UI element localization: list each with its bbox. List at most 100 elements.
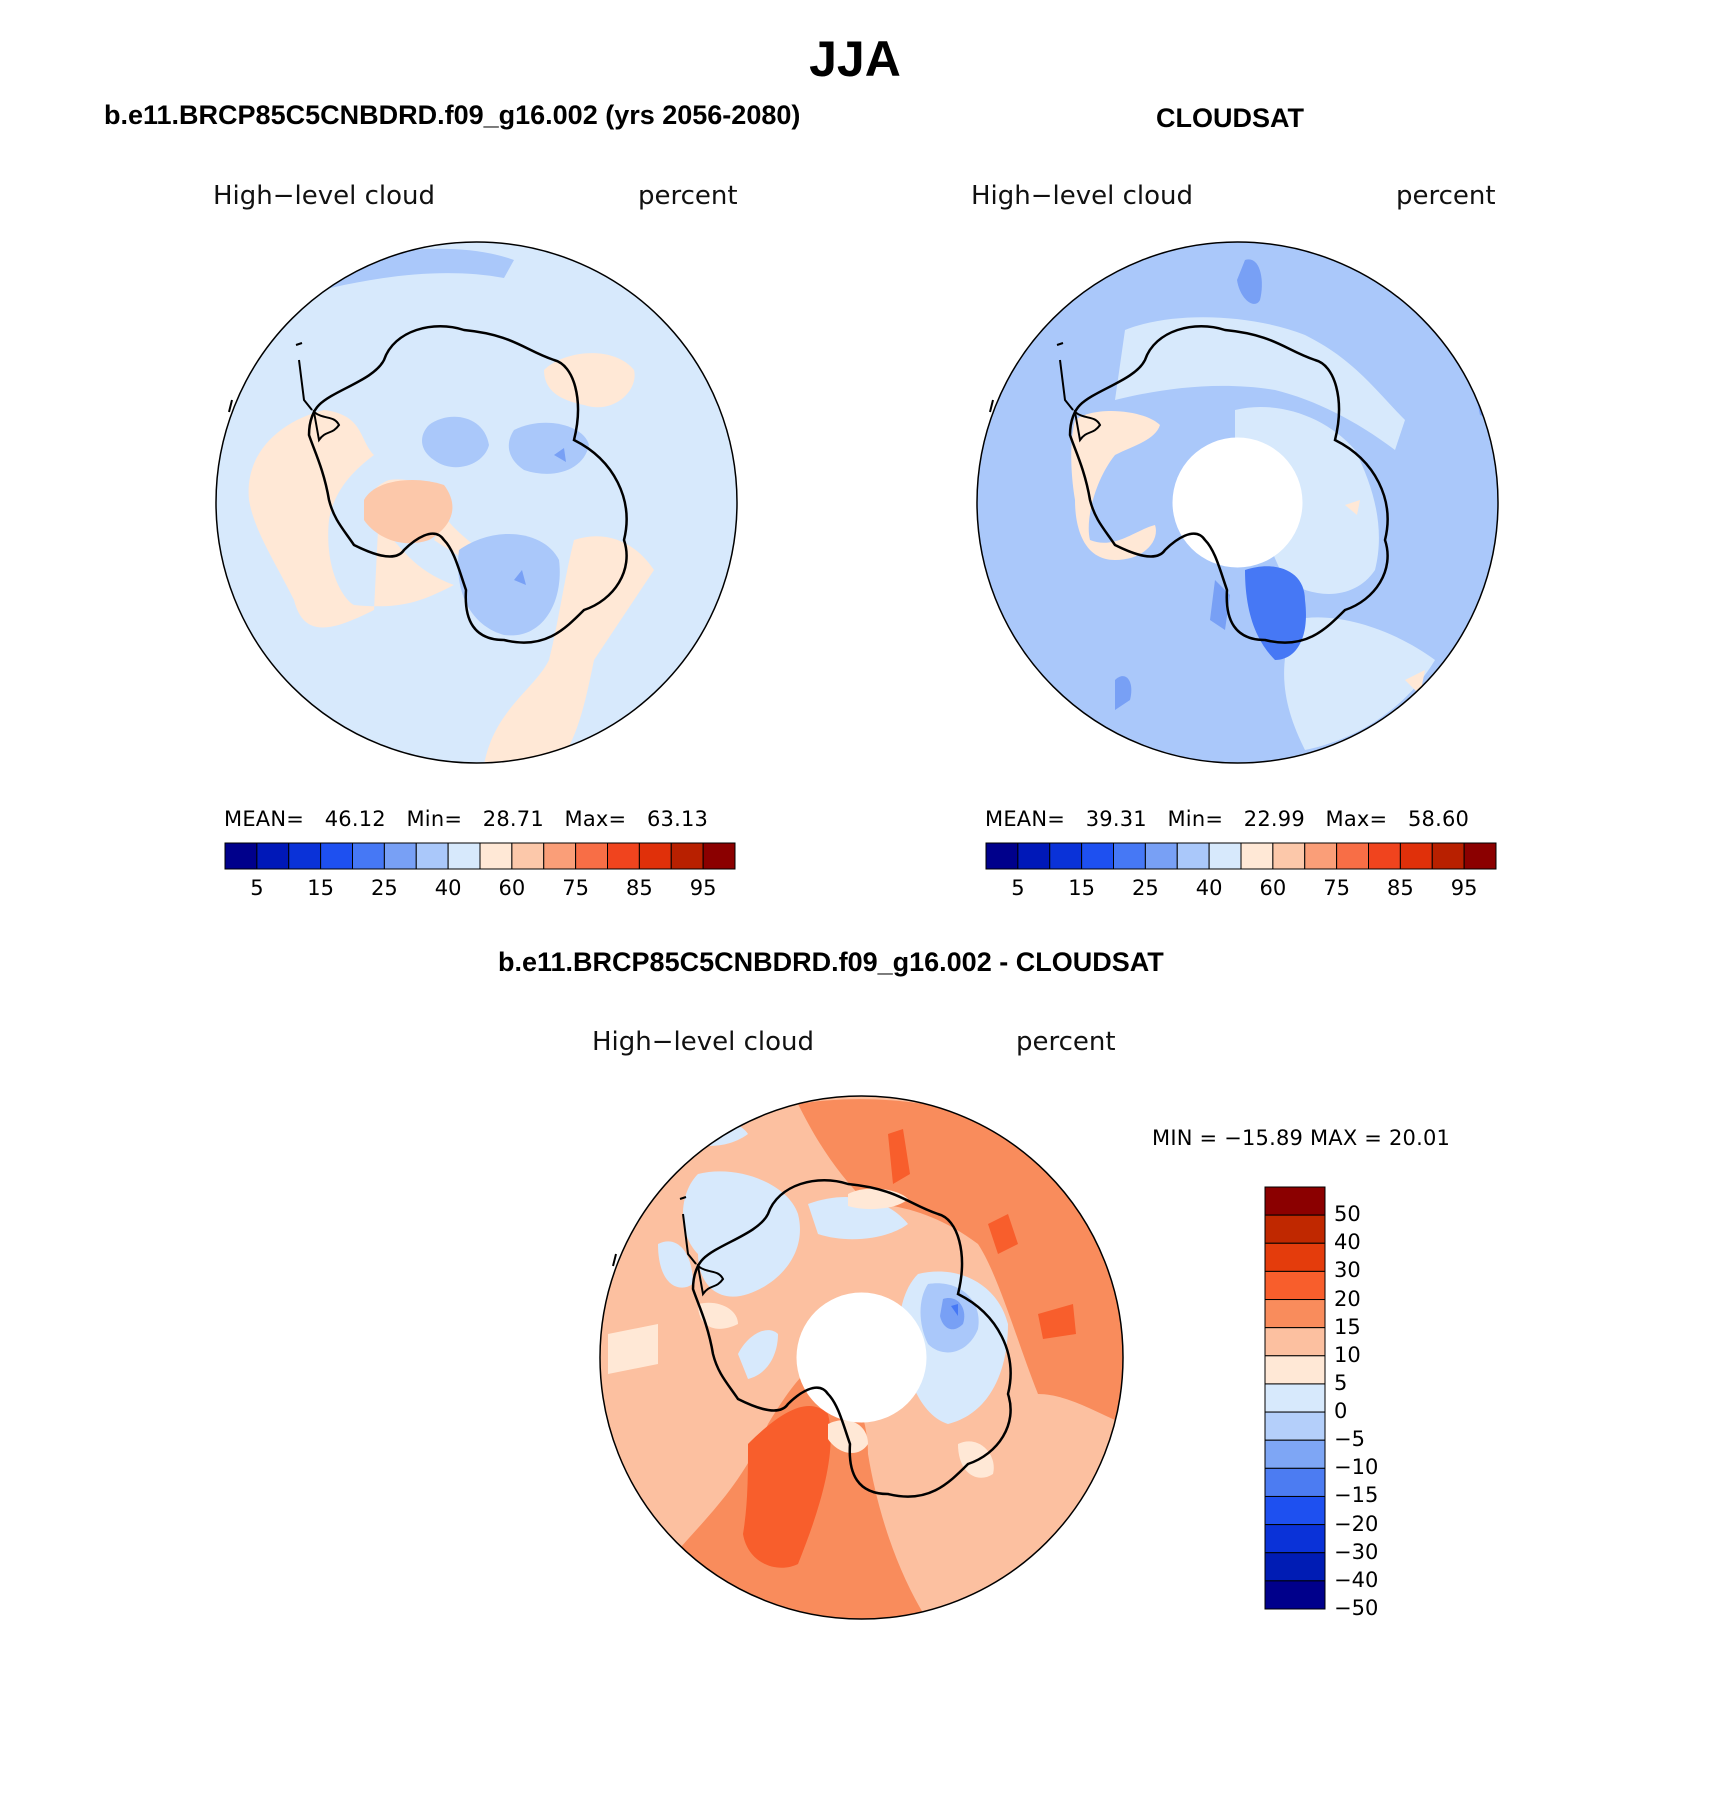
- obs-colorbar-tick-label: 85: [1387, 876, 1414, 900]
- obs-colorbar-swatch: [1336, 842, 1369, 870]
- obs-colorbar-swatch: [1081, 842, 1114, 870]
- obs-colorbar-swatch: [1463, 842, 1497, 870]
- model-mean-value: 46.12: [324, 807, 386, 831]
- obs-colorbar-tick-label: 15: [1068, 876, 1095, 900]
- model-colorbar-swatch: [638, 842, 672, 870]
- diff-colorbar-swatch: [1264, 1214, 1326, 1244]
- diff-colorbar-swatch: [1264, 1524, 1326, 1554]
- diff-colorbar-tick-label: 15: [1334, 1314, 1361, 1339]
- model-colorbar-swatch: [670, 842, 704, 870]
- obs-colorbar-swatch: [1176, 842, 1210, 870]
- model-colorbar-swatch: [543, 842, 577, 870]
- model-colorbar-swatch: [479, 842, 513, 870]
- model-colorbar-swatch: [288, 842, 322, 870]
- obs-colorbar-swatch: [1272, 842, 1306, 870]
- diff-colorbar-swatch: [1264, 1186, 1326, 1216]
- obs-units-label: percent: [1396, 181, 1496, 211]
- diff-colorbar-swatch: [1264, 1439, 1326, 1469]
- obs-colorbar-swatch: [985, 842, 1019, 870]
- diff-colorbar-swatch: [1264, 1411, 1326, 1441]
- model-colorbar-tick-label: 40: [434, 876, 462, 900]
- model-colorbar-swatch: [224, 842, 258, 870]
- model-colorbar-swatch: [702, 842, 736, 870]
- model-colorbar-swatch: [575, 842, 608, 870]
- obs-colorbar-swatch: [1144, 842, 1178, 870]
- obs-mean-label: MEAN=: [985, 807, 1066, 831]
- diff-colorbar-tick-label: −40: [1334, 1567, 1379, 1592]
- model-units-label: percent: [638, 181, 738, 211]
- obs-colorbar-swatch: [1240, 842, 1274, 870]
- obs-colorbar-swatch: [1399, 842, 1433, 870]
- obs-colorbar-swatch: [1208, 842, 1242, 870]
- model-colorbar-swatch: [320, 842, 353, 870]
- model-stats: MEAN= 46.12 Min= 28.71 Max= 63.13: [224, 807, 708, 831]
- diff-colorbar-tick-label: 30: [1334, 1258, 1361, 1283]
- obs-colorbar: [985, 842, 1497, 870]
- model-polar-map: [215, 241, 738, 764]
- obs-field-label: High−level cloud: [971, 181, 1194, 211]
- model-colorbar-swatch: [256, 842, 290, 870]
- model-colorbar-tick-label: 15: [307, 876, 334, 900]
- model-colorbar-tick-label: 95: [689, 876, 717, 900]
- obs-colorbar-tick-label: 75: [1323, 876, 1350, 900]
- diff-colorbar-tick-label: 5: [1334, 1370, 1348, 1395]
- diff-colorbar-tick-label: −30: [1334, 1539, 1379, 1564]
- model-colorbar: [224, 842, 736, 870]
- diff-colorbar-swatch: [1264, 1242, 1326, 1272]
- model-min-label: Min=: [406, 807, 463, 831]
- model-max-label: Max=: [564, 807, 627, 831]
- obs-stats: MEAN= 39.31 Min= 22.99 Max= 58.60: [985, 807, 1469, 831]
- obs-colorbar-swatch: [1368, 842, 1401, 870]
- diff-minmax: MIN = −15.89 MAX = 20.01: [1152, 1126, 1451, 1150]
- model-colorbar-swatch: [352, 842, 385, 870]
- obs-colorbar-swatch: [1049, 842, 1083, 870]
- diff-units-label: percent: [1016, 1027, 1116, 1057]
- diff-colorbar-tick-label: 10: [1334, 1342, 1361, 1367]
- obs-colorbar-tick-label: 25: [1132, 876, 1159, 900]
- diff-colorbar-swatch: [1264, 1580, 1326, 1610]
- obs-colorbar-tick-label: 60: [1259, 876, 1287, 900]
- model-max-value: 63.13: [647, 807, 709, 831]
- diff-colorbar-tick-label: 40: [1334, 1230, 1361, 1255]
- model-min-value: 28.71: [482, 807, 544, 831]
- obs-colorbar-tick-label: 5: [1011, 876, 1025, 900]
- model-colorbar-swatch: [511, 842, 545, 870]
- diff-colorbar: [1264, 1186, 1326, 1610]
- diff-field-label: High−level cloud: [592, 1027, 815, 1057]
- obs-mean-value: 39.31: [1085, 807, 1147, 831]
- diff-polar-map: [599, 1095, 1124, 1620]
- diff-colorbar-tick-label: −10: [1334, 1455, 1379, 1480]
- obs-colorbar-swatch: [1304, 842, 1338, 870]
- diff-colorbar-swatch: [1264, 1552, 1326, 1582]
- panel-obs-title: CLOUDSAT: [1156, 103, 1304, 133]
- panel-diff-title: b.e11.BRCP85C5CNBDRD.f09_g16.002 - CLOUD…: [498, 947, 1164, 977]
- diff-colorbar-tick-label: −20: [1334, 1511, 1379, 1536]
- diff-colorbar-swatch: [1264, 1467, 1326, 1497]
- model-colorbar-tick-label: 85: [626, 876, 653, 900]
- diff-colorbar-swatch: [1264, 1355, 1326, 1385]
- model-colorbar-swatch: [383, 842, 417, 870]
- obs-max-value: 58.60: [1408, 807, 1470, 831]
- model-colorbar-tick-label: 25: [371, 876, 398, 900]
- diff-colorbar-tick-label: −15: [1334, 1483, 1379, 1508]
- model-colorbar-tick-label: 60: [498, 876, 526, 900]
- obs-max-label: Max=: [1325, 807, 1388, 831]
- diff-colorbar-tick-label: −5: [1334, 1427, 1365, 1452]
- main-title: JJA: [809, 31, 901, 87]
- model-mean-label: MEAN=: [224, 807, 305, 831]
- diff-colorbar-swatch: [1264, 1495, 1326, 1526]
- diff-colorbar-swatch: [1264, 1270, 1326, 1301]
- obs-min-value: 22.99: [1243, 807, 1305, 831]
- diff-colorbar-tick-label: 0: [1334, 1399, 1348, 1424]
- model-colorbar-swatch: [447, 842, 481, 870]
- diff-colorbar-tick-label: −50: [1334, 1596, 1379, 1620]
- obs-colorbar-swatch: [1017, 842, 1051, 870]
- obs-colorbar-tick-label: 95: [1450, 876, 1478, 900]
- model-colorbar-tick-label: 5: [250, 876, 264, 900]
- model-colorbar-swatch: [607, 842, 640, 870]
- model-colorbar-swatch: [415, 842, 449, 870]
- diff-colorbar-swatch: [1264, 1327, 1326, 1357]
- model-field-label: High−level cloud: [213, 181, 436, 211]
- obs-min-label: Min=: [1167, 807, 1224, 831]
- diff-colorbar-swatch: [1264, 1383, 1326, 1413]
